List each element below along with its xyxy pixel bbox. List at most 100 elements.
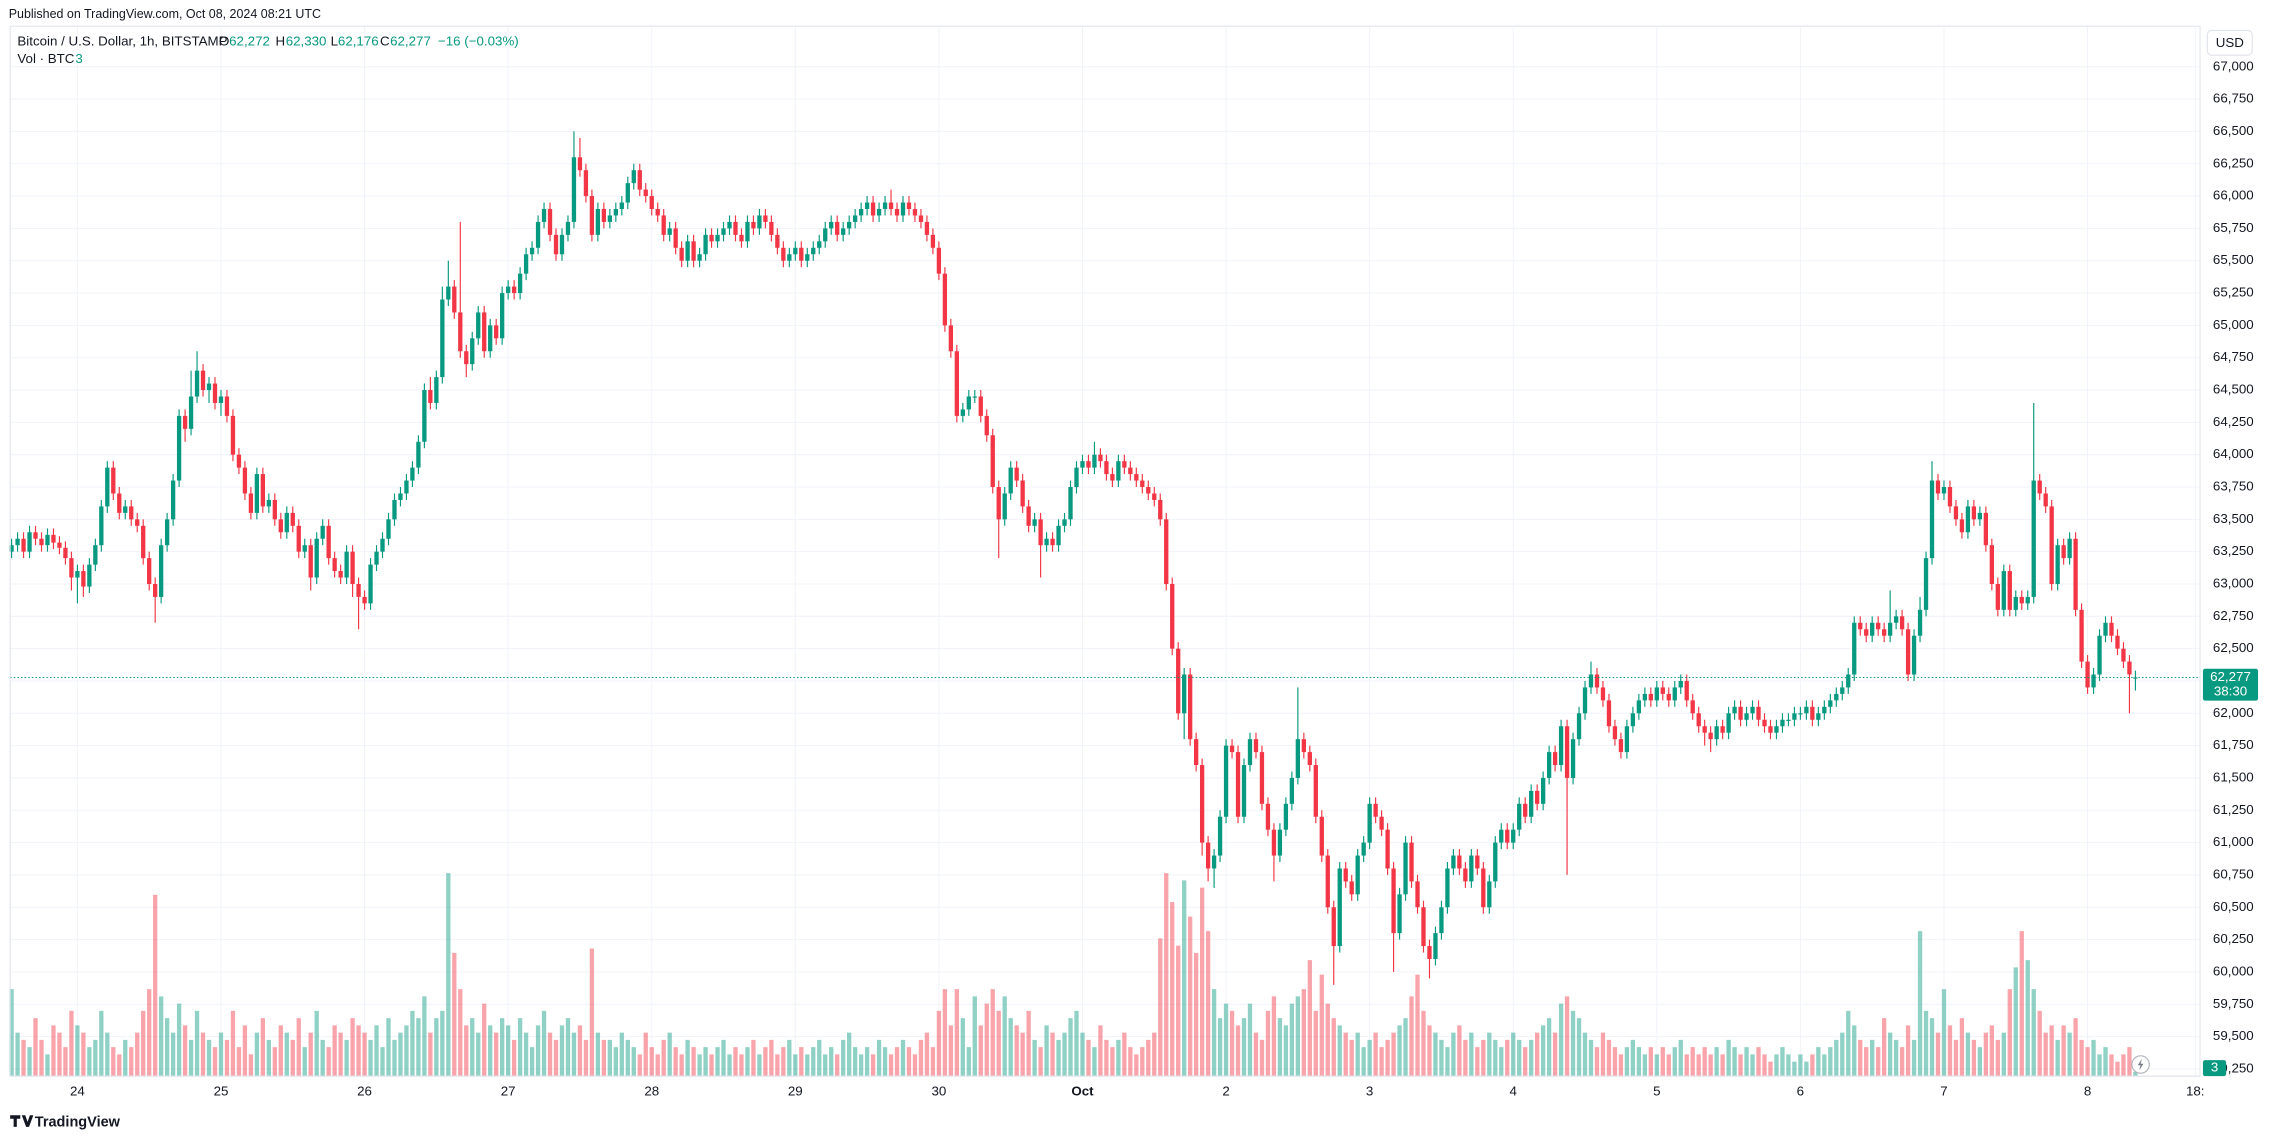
candle-body	[2109, 622, 2114, 636]
volume-bar	[1325, 1003, 1330, 1077]
volume-bar	[242, 1025, 248, 1077]
candle-body	[1325, 855, 1330, 908]
candle-body	[942, 273, 948, 326]
candle-body	[1887, 622, 1893, 636]
candle-body	[1732, 706, 1737, 714]
candle-body	[254, 474, 260, 513]
volume-bar	[1714, 1047, 1719, 1077]
volume-bar	[1170, 902, 1175, 1077]
volume-bar	[888, 1054, 894, 1077]
candle-body	[1217, 816, 1223, 856]
candle-body	[1481, 868, 1486, 908]
candle-body	[147, 558, 152, 584]
volume-bar	[1654, 1054, 1659, 1077]
volume-bar	[2121, 1054, 2126, 1077]
volume-bar	[763, 1047, 768, 1077]
legend-letter: H	[276, 34, 286, 49]
y-tick-label: 65,000	[2213, 317, 2254, 332]
volume-bar	[224, 1039, 230, 1077]
y-tick-label: 59,500	[2213, 1028, 2254, 1043]
candle-body	[541, 208, 547, 222]
volume-bar	[1050, 1032, 1055, 1077]
volume-bar	[1211, 989, 1217, 1077]
volume-bar	[2115, 1061, 2120, 1077]
volume-bar	[1110, 1047, 1115, 1077]
candle-body	[601, 208, 607, 222]
candle-body	[631, 170, 636, 184]
candle-body	[398, 493, 403, 500]
volume-bar	[1678, 1039, 1683, 1077]
volume-bar	[1816, 1047, 1821, 1077]
volume-bar	[2007, 989, 2012, 1077]
volume-bar	[1570, 1010, 1576, 1077]
candle-body	[811, 247, 816, 255]
legend-value: 62,272	[229, 34, 270, 49]
candle-body	[1415, 881, 1420, 908]
candle-body	[1576, 713, 1582, 740]
candle-body	[129, 506, 134, 520]
candle-body	[1774, 726, 1779, 733]
volume-bar	[966, 1047, 971, 1077]
candle-body	[637, 170, 642, 190]
candle-body	[1834, 693, 1839, 701]
currency-label[interactable]: USD	[2216, 35, 2244, 50]
candle-body	[577, 157, 583, 171]
candle-body	[882, 202, 888, 209]
volume-bar	[1307, 960, 1312, 1077]
candle-body	[1953, 506, 1959, 520]
volume-bar	[1953, 1039, 1959, 1077]
volume-bar	[1971, 1039, 1977, 1077]
candle-body	[57, 542, 62, 548]
volume-bar	[595, 1032, 601, 1077]
volume-bar	[1355, 1032, 1360, 1077]
y-tick-label: 64,250	[2213, 414, 2254, 429]
volume-bar	[715, 1047, 720, 1077]
candle-body	[446, 286, 451, 300]
candle-body	[63, 547, 68, 559]
volume-bar	[1582, 1032, 1588, 1077]
volume-bar	[392, 1039, 397, 1077]
candle-body	[1726, 713, 1731, 733]
volume-bar	[613, 1047, 618, 1077]
candle-body	[1164, 519, 1169, 584]
candle-body	[2025, 596, 2030, 604]
y-tick-label: 60,750	[2213, 866, 2254, 881]
volume-bar	[1977, 1047, 1983, 1077]
volume-bar	[2097, 1054, 2102, 1077]
volume-bar	[1876, 1047, 1881, 1077]
volume-box	[2202, 1060, 2227, 1077]
candle-body	[1068, 487, 1073, 520]
candle-body	[1594, 674, 1600, 688]
candle-body	[1367, 803, 1372, 843]
volume-bar	[99, 1010, 104, 1077]
volume-bar	[673, 1047, 678, 1077]
candle-body	[2007, 571, 2012, 610]
volume-bar	[553, 1039, 559, 1077]
candle-body	[1612, 726, 1618, 740]
legend-letter: C	[380, 34, 390, 49]
volume-bar	[164, 1018, 170, 1077]
candle-body	[1158, 499, 1163, 520]
candle-body	[39, 538, 44, 546]
volume-bar	[1080, 1032, 1085, 1077]
candle-body	[1002, 493, 1007, 520]
volume-bar	[1134, 1054, 1139, 1077]
y-tick-label: 65,750	[2213, 220, 2254, 235]
volume-bar	[1523, 1047, 1528, 1077]
last-price-label: 62,277	[2210, 669, 2251, 684]
candle-body	[1517, 803, 1522, 830]
candle-body	[1307, 752, 1312, 766]
candle-body	[69, 558, 74, 578]
candle-body	[571, 157, 577, 222]
volume-bar	[990, 989, 995, 1077]
replay-glyph[interactable]	[2137, 1058, 2144, 1071]
volume-bar	[9, 989, 14, 1077]
y-tick-label: 62,000	[2213, 705, 2254, 720]
currency-button[interactable]	[2206, 29, 2253, 56]
volume-bar	[1074, 1010, 1079, 1077]
candle-body	[1295, 739, 1301, 778]
volume-bar	[1899, 1047, 1905, 1077]
replay-icon[interactable]	[2131, 1055, 2150, 1074]
candle-body	[1199, 765, 1205, 843]
volume-bar	[260, 1018, 266, 1077]
